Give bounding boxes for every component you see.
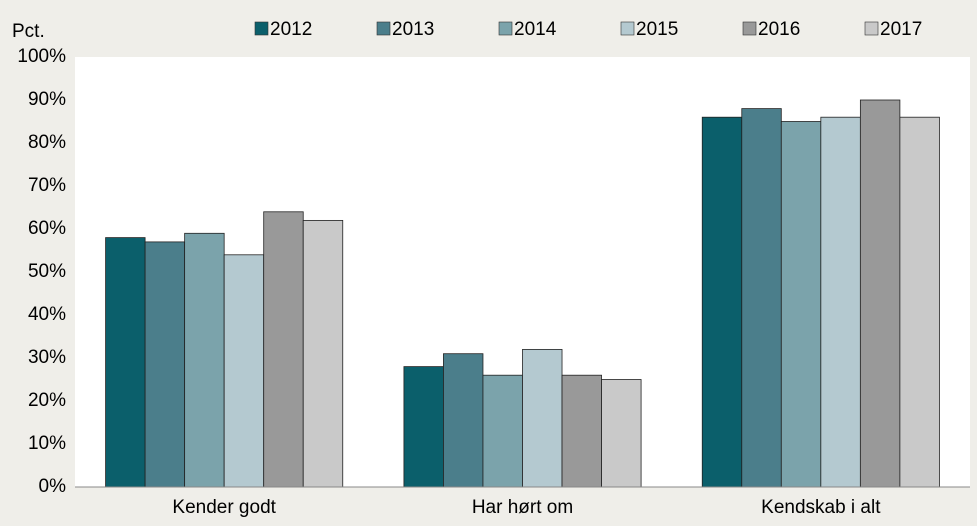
legend-label: 2013 bbox=[392, 19, 434, 40]
bar bbox=[105, 237, 146, 488]
bar bbox=[263, 211, 304, 488]
bar bbox=[144, 241, 186, 488]
x-tick-label: Har hørt om bbox=[472, 497, 573, 518]
bar bbox=[403, 366, 444, 488]
legend-swatch bbox=[376, 21, 391, 36]
x-tick-label: Kendskab i alt bbox=[761, 497, 881, 518]
bar bbox=[561, 374, 602, 488]
bar bbox=[780, 121, 822, 488]
bar bbox=[859, 99, 901, 488]
bar bbox=[482, 374, 523, 488]
y-tick-label: 70% bbox=[28, 175, 66, 196]
bar bbox=[601, 379, 642, 488]
legend-label: 2016 bbox=[758, 19, 800, 40]
legend-swatch bbox=[254, 21, 269, 36]
bar bbox=[701, 116, 743, 488]
bar bbox=[741, 108, 782, 488]
bar bbox=[223, 254, 265, 488]
legend-label: 2017 bbox=[880, 19, 922, 40]
x-tick-label: Kender godt bbox=[172, 497, 276, 518]
bar bbox=[522, 348, 563, 488]
legend-label: 2012 bbox=[270, 19, 312, 40]
legend-swatch bbox=[864, 21, 879, 36]
y-tick-label: 0% bbox=[39, 476, 67, 497]
y-tick-label: 60% bbox=[28, 218, 66, 239]
legend-swatch bbox=[620, 21, 635, 36]
y-tick-label: 100% bbox=[17, 46, 66, 67]
y-tick-label: 50% bbox=[28, 261, 66, 282]
y-tick-label: 90% bbox=[28, 89, 66, 110]
y-tick-label: 40% bbox=[28, 304, 66, 325]
legend-swatch bbox=[742, 21, 757, 36]
bar bbox=[899, 116, 940, 488]
y-tick-label: 80% bbox=[28, 132, 66, 153]
y-tick-label: 20% bbox=[28, 390, 66, 411]
bar bbox=[443, 353, 484, 488]
y-axis-label: Pct. bbox=[12, 21, 45, 42]
bar bbox=[302, 219, 344, 488]
y-tick-label: 10% bbox=[28, 433, 66, 454]
bar bbox=[820, 116, 861, 488]
legend-label: 2014 bbox=[514, 19, 557, 40]
y-tick-label: 30% bbox=[28, 347, 66, 368]
legend-label: 2015 bbox=[636, 19, 678, 40]
bar bbox=[184, 232, 225, 488]
legend-swatch bbox=[498, 21, 513, 36]
